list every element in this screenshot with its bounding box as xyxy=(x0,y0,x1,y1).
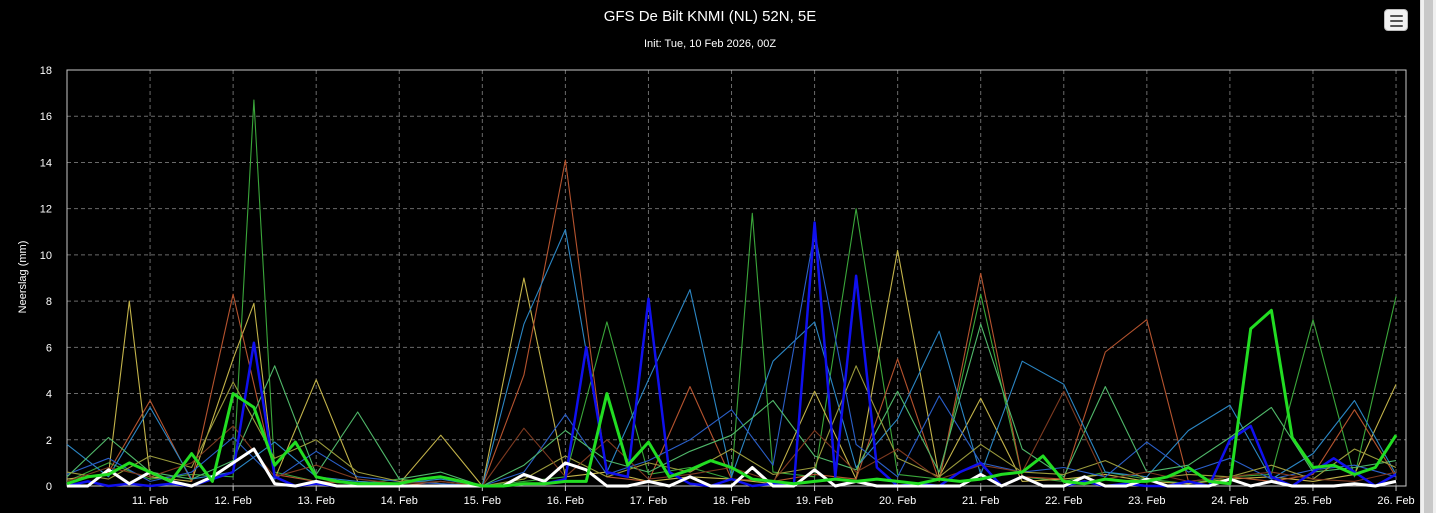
x-tick-label: 14. Feb xyxy=(381,495,418,507)
x-tick-label: 23. Feb xyxy=(1128,495,1165,507)
y-tick-labels: 0 2 4 6 8 10 12 14 16 18 xyxy=(40,65,52,493)
x-tick-label: 18. Feb xyxy=(713,495,750,507)
series-lines xyxy=(66,99,1398,488)
x-tick-label: 21. Feb xyxy=(962,495,999,507)
x-tick-label: 16. Feb xyxy=(547,495,584,507)
x-tick-label: 26. Feb xyxy=(1377,495,1414,507)
ensemble-series-line-6 xyxy=(66,365,1397,487)
menu-bar-top xyxy=(1390,15,1403,17)
y-tick-label: 2 xyxy=(46,435,52,447)
y-tick-label: 10 xyxy=(40,250,52,262)
x-tick-label: 17. Feb xyxy=(630,495,667,507)
plot-area-border xyxy=(66,69,1407,487)
y-tick-label: 8 xyxy=(46,296,52,308)
x-tick-label: 13. Feb xyxy=(298,495,335,507)
highlight-series-line-2 xyxy=(66,221,1397,488)
ensemble-series-line-5 xyxy=(66,323,1397,487)
menu-bar-bottom xyxy=(1390,25,1403,27)
y-tick-label: 12 xyxy=(40,204,52,216)
x-tick-labels: 11. Feb 12. Feb 13. Feb 14. Feb 15. Feb 16. F… xyxy=(132,495,1415,507)
highlight-series-line-0 xyxy=(66,308,1398,488)
y-tick-label: 6 xyxy=(46,342,52,354)
chart-title: GFS De Bilt KNMI (NL) 52N, 5E xyxy=(603,8,817,25)
ensemble-series-line-3 xyxy=(66,228,1397,487)
menu-bar-middle xyxy=(1390,20,1403,22)
x-tick-label: 24. Feb xyxy=(1211,495,1248,507)
y-tick-label: 16 xyxy=(40,111,52,123)
highlight-series-line-1 xyxy=(67,447,1397,488)
x-tick-label: 19. Feb xyxy=(796,495,833,507)
x-tick-label: 11. Feb xyxy=(132,495,169,507)
y-axis-title: Neerslag (mm) xyxy=(17,241,29,314)
y-tick-label: 0 xyxy=(46,481,52,493)
x-tick-label: 12. Feb xyxy=(214,495,251,507)
hamburger-menu-icon[interactable] xyxy=(1384,9,1408,31)
x-tick-label: 15. Feb xyxy=(464,495,501,507)
x-tick-label: 22. Feb xyxy=(1045,495,1082,507)
x-tick-label: 20. Feb xyxy=(879,495,916,507)
y-tick-label: 14 xyxy=(40,157,52,169)
page-scrollbar[interactable] xyxy=(1420,0,1436,513)
ensemble-series-line-4 xyxy=(66,231,1397,487)
x-tick-label: 25. Feb xyxy=(1294,495,1331,507)
scrollbar-thumb[interactable] xyxy=(1424,0,1433,513)
y-tick-label: 4 xyxy=(46,389,52,401)
y-tick-label: 18 xyxy=(40,65,52,77)
chart-subtitle: Init: Tue, 10 Feb 2026, 00Z xyxy=(643,38,777,50)
